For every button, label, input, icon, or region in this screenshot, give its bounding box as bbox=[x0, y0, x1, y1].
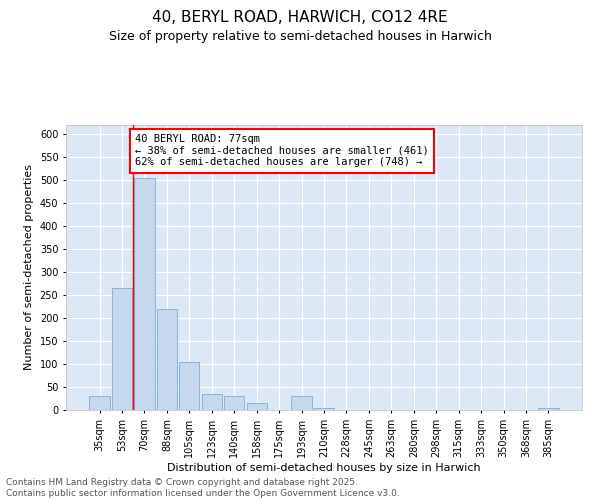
Bar bbox=[314, 408, 334, 410]
Bar bbox=[292, 396, 311, 410]
Y-axis label: Number of semi-detached properties: Number of semi-detached properties bbox=[24, 164, 34, 370]
Text: 40 BERYL ROAD: 77sqm
← 38% of semi-detached houses are smaller (461)
62% of semi: 40 BERYL ROAD: 77sqm ← 38% of semi-detac… bbox=[136, 134, 429, 168]
Bar bbox=[247, 403, 267, 410]
Bar bbox=[157, 309, 177, 410]
Text: Size of property relative to semi-detached houses in Harwich: Size of property relative to semi-detach… bbox=[109, 30, 491, 43]
Bar bbox=[89, 396, 110, 410]
Bar bbox=[538, 408, 559, 410]
Text: 40, BERYL ROAD, HARWICH, CO12 4RE: 40, BERYL ROAD, HARWICH, CO12 4RE bbox=[152, 10, 448, 25]
Bar bbox=[202, 394, 222, 410]
Bar bbox=[224, 396, 244, 410]
Bar bbox=[179, 362, 199, 410]
Bar bbox=[134, 178, 155, 410]
Text: Contains HM Land Registry data © Crown copyright and database right 2025.
Contai: Contains HM Land Registry data © Crown c… bbox=[6, 478, 400, 498]
X-axis label: Distribution of semi-detached houses by size in Harwich: Distribution of semi-detached houses by … bbox=[167, 462, 481, 472]
Bar bbox=[112, 288, 132, 410]
